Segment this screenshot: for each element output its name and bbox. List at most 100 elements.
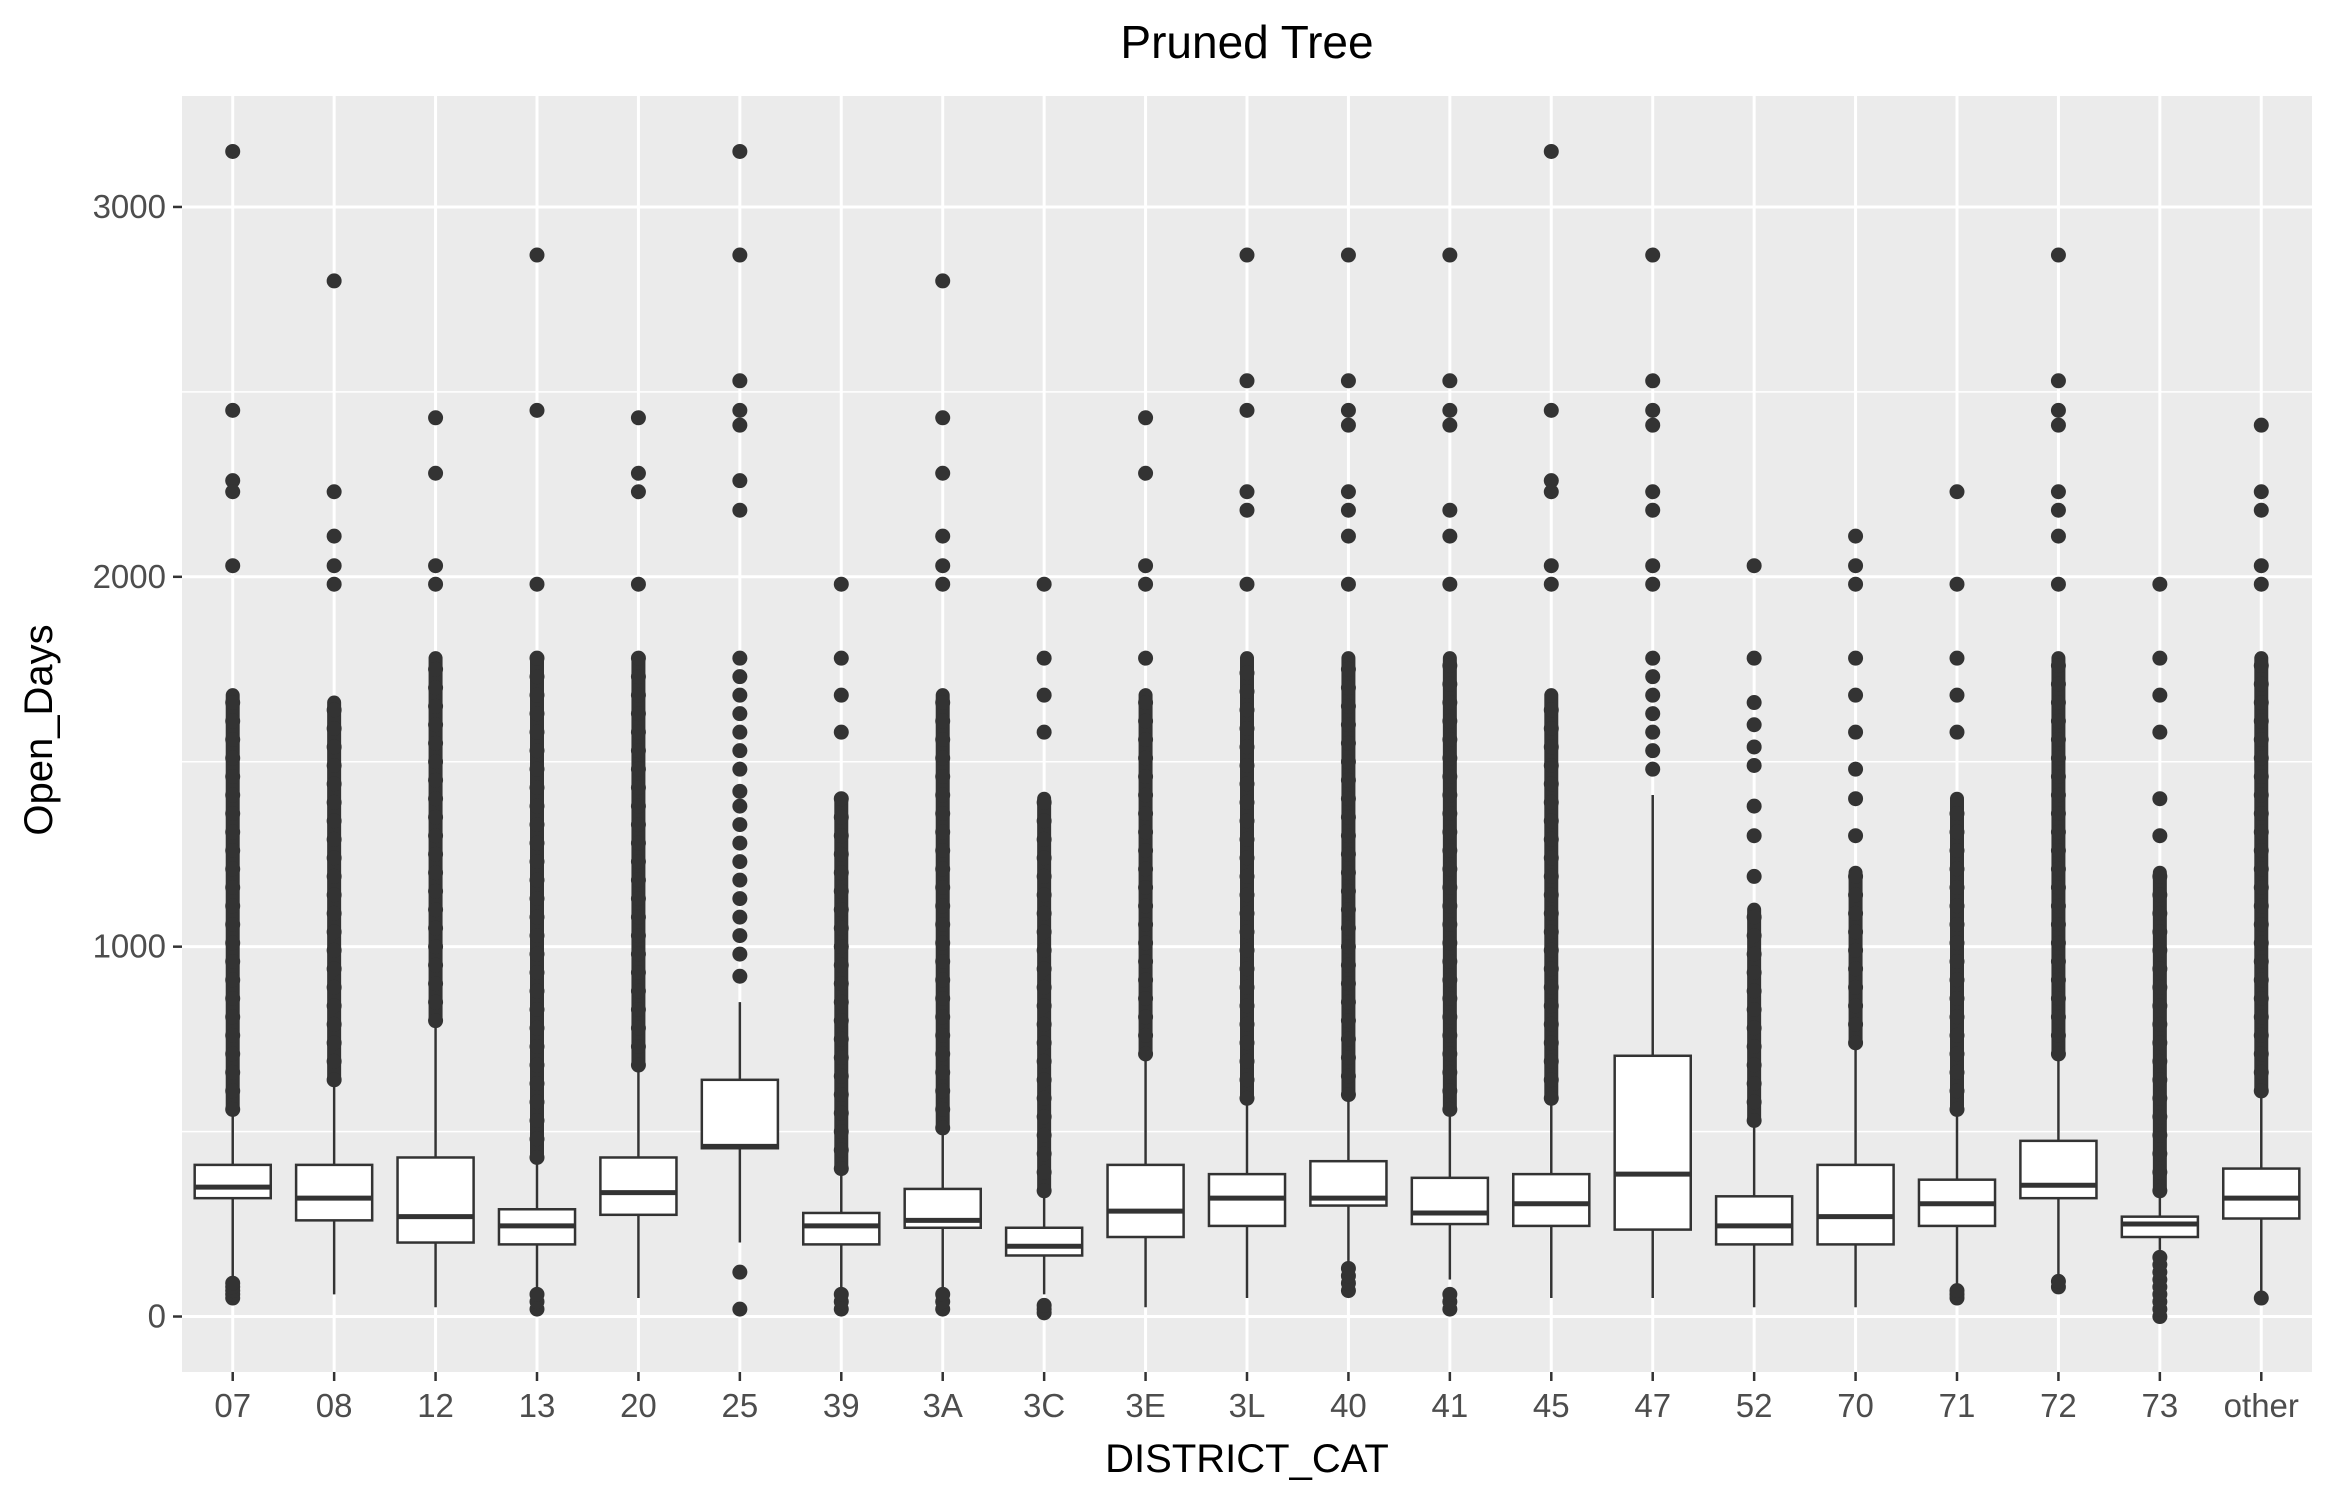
outlier-point bbox=[1543, 776, 1559, 792]
outlier-point bbox=[1239, 1016, 1255, 1032]
outlier-point bbox=[225, 1027, 241, 1043]
outlier-point bbox=[1442, 528, 1458, 544]
outlier-point bbox=[2050, 502, 2066, 518]
box-41 bbox=[1410, 247, 1490, 1317]
outlier-point bbox=[1239, 868, 1255, 884]
outlier-point bbox=[2050, 576, 2066, 592]
outlier-point bbox=[529, 1076, 545, 1092]
outlier-point bbox=[2152, 791, 2168, 807]
outlier-point bbox=[1340, 1050, 1356, 1066]
outlier-point bbox=[2253, 750, 2269, 766]
outlier-point bbox=[732, 417, 748, 433]
outlier-point bbox=[529, 1149, 545, 1165]
outlier-point bbox=[1848, 724, 1864, 740]
outlier-point bbox=[2050, 843, 2066, 859]
outlier-point bbox=[1340, 809, 1356, 825]
outlier-point bbox=[326, 850, 342, 866]
outlier-point bbox=[225, 695, 241, 711]
outlier-point bbox=[1543, 757, 1559, 773]
outlier-point bbox=[2050, 658, 2066, 674]
outlier-point bbox=[1848, 828, 1864, 844]
outlier-point bbox=[1239, 850, 1255, 866]
outlier-point bbox=[1442, 676, 1458, 692]
outlier-point bbox=[428, 558, 444, 574]
outlier-point bbox=[1340, 1013, 1356, 1029]
x-tick-label: 12 bbox=[417, 1387, 454, 1424]
outlier-point bbox=[326, 776, 342, 792]
outlier-point bbox=[2050, 1046, 2066, 1062]
outlier-point bbox=[529, 724, 545, 740]
outlier-point bbox=[833, 1286, 849, 1302]
outlier-point bbox=[529, 835, 545, 851]
outlier-point bbox=[326, 273, 342, 289]
outlier-point bbox=[630, 798, 646, 814]
outlier-point bbox=[1138, 750, 1154, 766]
box-rect bbox=[2019, 1139, 2098, 1200]
outlier-point bbox=[428, 939, 444, 955]
outlier-point bbox=[833, 920, 849, 936]
outlier-point bbox=[1949, 953, 1965, 969]
outlier-point bbox=[1239, 924, 1255, 940]
outlier-point bbox=[2152, 961, 2168, 977]
outlier-point bbox=[1645, 706, 1661, 722]
outlier-point bbox=[732, 783, 748, 799]
outlier-point bbox=[326, 1016, 342, 1032]
outlier-point bbox=[1543, 979, 1559, 995]
outlier-point bbox=[1645, 687, 1661, 703]
outlier-point bbox=[732, 373, 748, 389]
outlier-point bbox=[2050, 824, 2066, 840]
outlier-point bbox=[1340, 698, 1356, 714]
outlier-point bbox=[1442, 1009, 1458, 1025]
outlier-point bbox=[2152, 828, 2168, 844]
outlier-point bbox=[630, 761, 646, 777]
outlier-point bbox=[1746, 1094, 1762, 1110]
outlier-point bbox=[428, 883, 444, 899]
outlier-point bbox=[630, 650, 646, 666]
outlier-point bbox=[1138, 843, 1154, 859]
outlier-point bbox=[833, 809, 849, 825]
x-tick-label: 3E bbox=[1125, 1387, 1165, 1424]
outlier-point bbox=[732, 743, 748, 759]
outlier-point bbox=[833, 994, 849, 1010]
outlier-point bbox=[1239, 702, 1255, 718]
box-rect bbox=[193, 1163, 272, 1200]
outlier-point bbox=[529, 1057, 545, 1073]
outlier-point bbox=[225, 558, 241, 574]
outlier-point bbox=[2253, 676, 2269, 692]
outlier-point bbox=[1848, 558, 1864, 574]
outlier-point bbox=[1848, 576, 1864, 592]
outlier-point bbox=[225, 843, 241, 859]
outlier-point bbox=[1036, 794, 1052, 810]
outlier-point bbox=[833, 1105, 849, 1121]
outlier-point bbox=[935, 732, 951, 748]
outlier-point bbox=[2253, 658, 2269, 674]
outlier-point bbox=[1036, 1035, 1052, 1051]
outlier-point bbox=[1543, 1053, 1559, 1069]
outlier-point bbox=[732, 854, 748, 870]
box-rect bbox=[1714, 1195, 1794, 1246]
outlier-point bbox=[935, 695, 951, 711]
outlier-point bbox=[1543, 720, 1559, 736]
outlier-point bbox=[428, 865, 444, 881]
outlier-point bbox=[2050, 676, 2066, 692]
outlier-point bbox=[833, 1068, 849, 1084]
outlier-point bbox=[1848, 868, 1864, 884]
outlier-point bbox=[732, 798, 748, 814]
outlier-point bbox=[2152, 1016, 2168, 1032]
outlier-point bbox=[1442, 402, 1458, 418]
outlier-point bbox=[1746, 1039, 1762, 1055]
box-rect bbox=[294, 1163, 374, 1222]
outlier-point bbox=[732, 835, 748, 851]
outlier-point bbox=[1340, 939, 1356, 955]
outlier-point bbox=[2050, 935, 2066, 951]
outlier-point bbox=[428, 920, 444, 936]
outlier-point bbox=[1442, 1083, 1458, 1099]
outlier-point bbox=[1036, 961, 1052, 977]
outlier-point bbox=[428, 772, 444, 788]
outlier-point bbox=[2050, 402, 2066, 418]
outlier-point bbox=[326, 942, 342, 958]
outlier-point bbox=[529, 891, 545, 907]
outlier-point bbox=[2152, 1127, 2168, 1143]
outlier-point bbox=[935, 953, 951, 969]
outlier-point bbox=[529, 1020, 545, 1036]
